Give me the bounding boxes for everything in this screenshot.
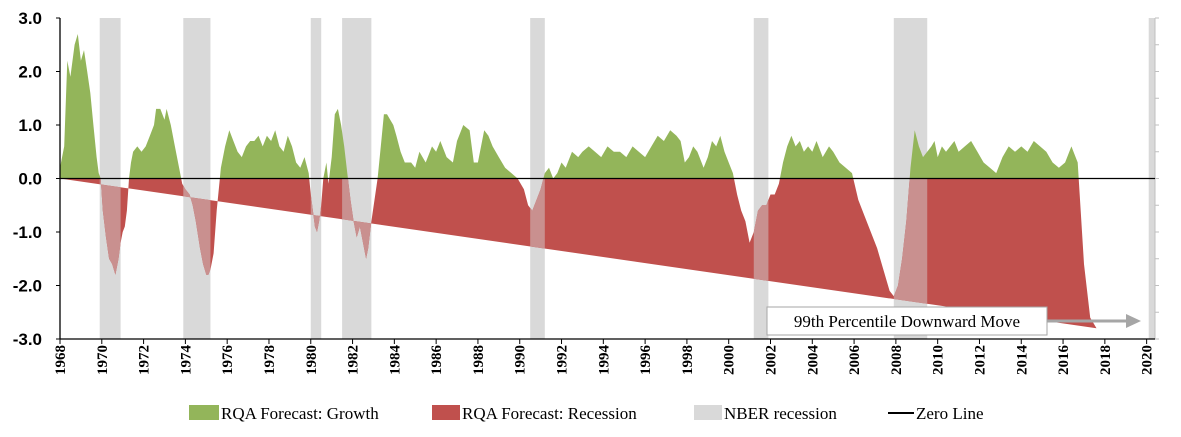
x-tick-label: 2014 xyxy=(1014,345,1030,376)
recession-area-overlap-0 xyxy=(99,178,121,275)
recession-area-overlap-4 xyxy=(530,178,545,249)
recession-area-overlap-1 xyxy=(183,185,211,275)
y-tick-label: -3.0 xyxy=(13,330,42,349)
legend: RQA Forecast: Growth RQA Forecast: Reces… xyxy=(189,404,984,423)
x-tick-label: 1968 xyxy=(53,345,69,375)
x-tick-label: 1980 xyxy=(304,345,320,375)
rqa-forecast-areas xyxy=(60,34,1097,329)
x-tick-label: 1988 xyxy=(471,345,487,375)
x-tick-label: 1982 xyxy=(346,345,362,375)
annotation-box xyxy=(766,306,1048,336)
legend-item-recession: RQA Forecast: Recession xyxy=(432,404,637,423)
recession-area xyxy=(60,178,1097,329)
x-tick-label: 1994 xyxy=(596,345,612,376)
y-tick-label: 1.0 xyxy=(18,116,42,135)
x-tick-label: 2006 xyxy=(847,345,863,376)
x-tick-label: 2018 xyxy=(1098,345,1114,375)
x-tick-label: 1970 xyxy=(95,345,111,375)
annotation-text: 99th Percentile Downward Move xyxy=(794,312,1020,331)
y-axis-ticks: 3.0 2.0 1.0 0.0 -1.0 -2.0 -3.0 xyxy=(13,9,60,349)
right-axis-ticks xyxy=(1155,17,1159,340)
legend-swatch-recession xyxy=(432,405,460,420)
annotation-arrow-head-icon xyxy=(1126,314,1141,328)
x-tick-label: 2012 xyxy=(972,345,988,375)
recession-area-overlap-5 xyxy=(753,199,769,281)
x-tick-label: 1998 xyxy=(680,345,696,375)
legend-swatch-nber xyxy=(694,405,722,420)
x-tick-label: 1974 xyxy=(178,345,194,376)
y-tick-label: 3.0 xyxy=(18,9,42,28)
x-tick-label: 1984 xyxy=(387,345,403,376)
x-tick-label: 2016 xyxy=(1056,345,1072,376)
x-tick-label: 1996 xyxy=(638,345,654,376)
y-tick-label: 0.0 xyxy=(18,170,42,189)
x-tick-label: 2008 xyxy=(889,345,905,375)
x-tick-label: 1990 xyxy=(513,345,529,375)
x-tick-label: 1986 xyxy=(429,345,445,376)
x-tick-label: 2020 xyxy=(1140,345,1156,375)
legend-label-recession: RQA Forecast: Recession xyxy=(462,404,637,423)
x-tick-label: 1992 xyxy=(555,345,571,375)
legend-item-zero-line: Zero Line xyxy=(888,404,984,423)
x-axis-ticks: 1968 1970 1972 1974 1976 1978 1980 1982 1984 1986… xyxy=(53,339,1156,375)
x-tick-label: 2010 xyxy=(931,345,947,375)
legend-item-nber: NBER recession xyxy=(694,404,837,423)
x-tick-label: 2000 xyxy=(722,345,738,375)
x-tick-label: 2002 xyxy=(763,345,779,375)
y-tick-label: -1.0 xyxy=(13,223,42,242)
legend-item-growth: RQA Forecast: Growth xyxy=(189,404,379,423)
legend-label-growth: RQA Forecast: Growth xyxy=(221,404,379,423)
legend-label-nber: NBER recession xyxy=(724,404,837,423)
recession-area-overlap-6 xyxy=(893,178,928,304)
x-tick-label: 1972 xyxy=(137,345,153,375)
recession-area-overlap-3 xyxy=(342,178,372,259)
x-tick-label: 1976 xyxy=(220,345,236,376)
x-tick-label: 1978 xyxy=(262,345,278,375)
x-tick-label: 2004 xyxy=(805,345,821,376)
y-tick-label: -2.0 xyxy=(13,277,42,296)
recession-area-overlap-2 xyxy=(310,194,322,232)
growth-area xyxy=(60,34,1079,179)
legend-swatch-growth xyxy=(189,405,219,420)
percentile-annotation: 99th Percentile Downward Move xyxy=(766,306,1141,336)
legend-label-zero-line: Zero Line xyxy=(916,404,984,423)
y-tick-label: 2.0 xyxy=(18,63,42,82)
